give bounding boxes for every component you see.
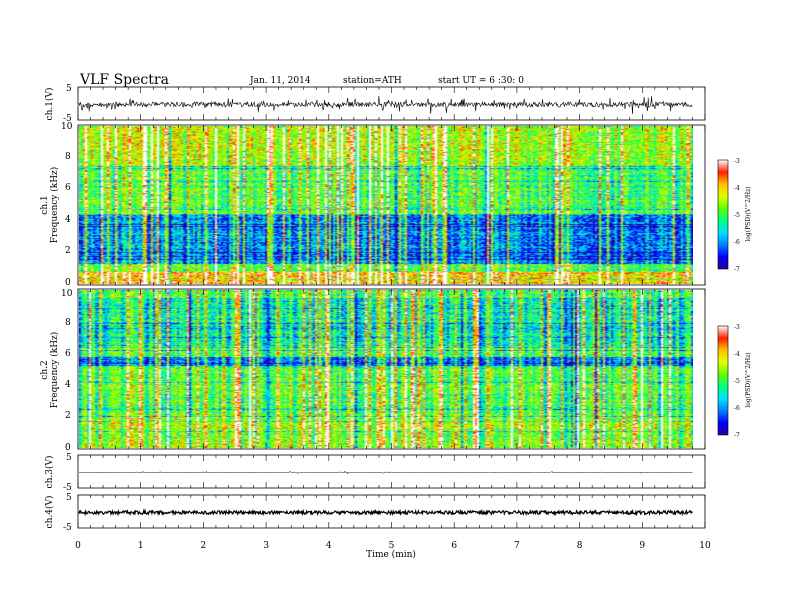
ch2-freq-tick-2: 2 bbox=[65, 411, 71, 421]
ch1-cb-tick-neg3: -3 bbox=[734, 158, 740, 165]
ch3-waveform-ylabel: ch.3(V) bbox=[44, 456, 55, 489]
ch3-ytick-bottom: -5 bbox=[63, 483, 72, 493]
ch4-ytick-bottom: -5 bbox=[63, 523, 72, 533]
ch1-spectrogram-panel: 0 2 4 6 8 10 ch.1 Frequency (kHz) -3 -4 … bbox=[40, 122, 752, 288]
time-tick-label-1: 1 bbox=[138, 541, 144, 551]
ch2-cb-tick-neg4: -4 bbox=[734, 351, 740, 358]
time-tick-label-5: 5 bbox=[389, 541, 395, 551]
ch2-cb-tick-neg7: -7 bbox=[734, 432, 740, 439]
ch1-colorbar: -3 -4 -5 -6 -7 log(PSD)(V^2/Hz) bbox=[717, 158, 752, 273]
ch1-cb-tick-neg6: -6 bbox=[734, 239, 740, 246]
ch2-spectrogram-panel: 0 2 4 6 8 10 ch.2 Frequency (kHz) -3 -4 … bbox=[40, 288, 752, 453]
ch1-cb-tick-neg4: -4 bbox=[734, 185, 740, 192]
ch4-ytick-top: 5 bbox=[66, 493, 72, 503]
ch2-freq-tick-0: 0 bbox=[65, 443, 71, 453]
ch1-freq-tick-2: 2 bbox=[65, 246, 71, 256]
time-axis-tick-labels: 0 1 2 3 4 5 6 7 8 9 10 bbox=[75, 541, 711, 551]
ch4-trace-path bbox=[78, 508, 693, 517]
ch1-cb-tick-neg5: -5 bbox=[734, 212, 740, 219]
time-tick-label-8: 8 bbox=[577, 541, 583, 551]
ch1-freq-tick-0: 0 bbox=[65, 278, 71, 288]
ch1-spectrogram-image bbox=[79, 126, 693, 284]
ch1-ytick-bottom: -5 bbox=[63, 114, 72, 124]
ch1-spectrogram-yticks: 0 2 4 6 8 10 bbox=[61, 122, 73, 288]
ch1-waveform-panel: 5 -5 ch.1(V) bbox=[44, 84, 706, 124]
ch1-cb-tick-neg7: -7 bbox=[734, 266, 740, 273]
ch1-colorbar-gradient bbox=[717, 159, 729, 270]
ch2-cb-tick-neg3: -3 bbox=[734, 324, 740, 331]
time-tick-label-0: 0 bbox=[75, 541, 81, 551]
ch2-spectrogram-image bbox=[79, 290, 693, 448]
ch3-waveform-panel: 5 -5 ch.3(V) bbox=[44, 453, 706, 493]
time-axis-label: Time (min) bbox=[366, 549, 416, 560]
ch1-freq-tick-10: 10 bbox=[61, 122, 73, 132]
time-tick-label-4: 4 bbox=[326, 541, 332, 551]
time-tick-label-10: 10 bbox=[699, 541, 711, 551]
header-station: station=ATH bbox=[343, 76, 402, 86]
time-tick-label-3: 3 bbox=[263, 541, 269, 551]
ch4-waveform-ylabel: ch.4(V) bbox=[44, 496, 55, 529]
ch3-waveform-trace bbox=[78, 470, 693, 475]
time-tick-label-6: 6 bbox=[451, 541, 457, 551]
ch2-freq-tick-6: 6 bbox=[65, 349, 71, 359]
ch2-spectrogram-yticks: 0 2 4 6 8 10 bbox=[61, 289, 73, 453]
time-tick-label-2: 2 bbox=[201, 541, 207, 551]
ch3-trace-path bbox=[78, 470, 693, 475]
ch4-waveform-trace bbox=[78, 508, 693, 517]
ch1-waveform-ylabel: ch.1(V) bbox=[44, 88, 55, 121]
ch1-spectrogram-ylabel-frequency: Frequency (kHz) bbox=[49, 167, 60, 244]
header-start-time: start UT = 6 :30: 0 bbox=[438, 76, 524, 86]
ch2-spectrogram-ylabel-frequency: Frequency (kHz) bbox=[49, 332, 60, 409]
ch2-freq-tick-8: 8 bbox=[65, 318, 71, 328]
header-date: Jan. 11, 2014 bbox=[249, 76, 311, 86]
ch1-freq-tick-4: 4 bbox=[65, 215, 71, 225]
ch4-waveform-panel: 5 -5 ch.4(V) bbox=[44, 493, 706, 533]
time-tick-label-9: 9 bbox=[639, 541, 645, 551]
ch1-ytick-top: 5 bbox=[66, 84, 72, 94]
ch2-cb-tick-neg5: -5 bbox=[734, 378, 740, 385]
ch1-freq-tick-6: 6 bbox=[65, 183, 71, 193]
ch2-colorbar-gradient bbox=[717, 325, 729, 436]
ch2-freq-tick-10: 10 bbox=[61, 289, 73, 299]
time-tick-label-7: 7 bbox=[514, 541, 520, 551]
ch2-colorbar-label: log(PSD)(V^2/Hz) bbox=[745, 352, 752, 407]
ch3-ytick-top: 5 bbox=[66, 453, 72, 463]
time-axis-ticks bbox=[77, 87, 706, 528]
ch1-trace-path bbox=[78, 95, 693, 115]
ch2-colorbar: -3 -4 -5 -6 -7 log(PSD)(V^2/Hz) bbox=[717, 324, 752, 439]
ch1-freq-tick-8: 8 bbox=[65, 152, 71, 162]
ch2-cb-tick-neg6: -6 bbox=[734, 405, 740, 412]
ch2-freq-tick-4: 4 bbox=[65, 380, 71, 390]
ch1-waveform-trace bbox=[78, 95, 693, 115]
ch1-colorbar-label: log(PSD)(V^2/Hz) bbox=[745, 186, 752, 241]
chart-title: VLF Spectra bbox=[79, 72, 169, 88]
ch1-spectrogram-ylabel-channel: ch.1 bbox=[40, 195, 50, 214]
ch2-spectrogram-ylabel-channel: ch.2 bbox=[40, 360, 50, 379]
